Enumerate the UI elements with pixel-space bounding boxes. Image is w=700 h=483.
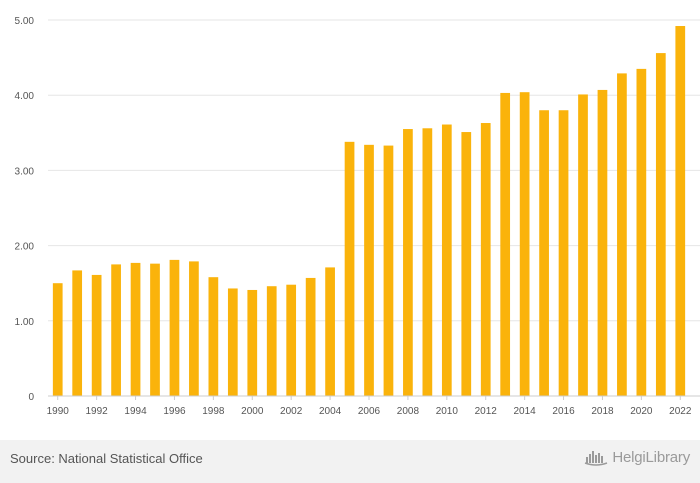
source-note: Source: National Statistical Office (10, 451, 203, 466)
x-tick-label: 1990 (47, 406, 70, 417)
bar (130, 262, 141, 396)
x-tick-label: 2014 (514, 406, 537, 417)
x-tick-label: 1992 (86, 406, 109, 417)
bar (422, 128, 433, 396)
bar (480, 123, 491, 397)
bar (227, 288, 238, 396)
bar (636, 68, 647, 396)
bar (72, 270, 83, 396)
bar (617, 73, 627, 396)
y-tick-label: 2.00 (15, 242, 35, 253)
x-tick-label: 2022 (669, 406, 692, 417)
bar (597, 89, 608, 396)
x-tick-label: 2000 (241, 406, 264, 417)
bar (325, 267, 335, 396)
x-tick-label: 1998 (202, 406, 225, 417)
bar (91, 274, 102, 396)
bar (558, 110, 569, 397)
x-tick-label: 2020 (630, 406, 653, 417)
bar (208, 277, 219, 396)
bar (286, 284, 297, 396)
x-tick-label: 2010 (436, 406, 459, 417)
x-tick-label: 2016 (552, 406, 575, 417)
x-tick-label: 1994 (124, 406, 147, 417)
bar (461, 132, 472, 396)
bar-chart: 0 1.00 2.00 3.00 4.00 5.00 1990 1992 1994 1996 199… (15, 16, 700, 417)
bar (519, 92, 530, 396)
x-tick-label: 2012 (475, 406, 498, 417)
bar (383, 145, 394, 396)
y-tick-label: 0 (28, 392, 34, 403)
bar (247, 289, 258, 396)
x-tick-label: 2018 (591, 406, 614, 417)
x-tick-label: 2008 (397, 406, 420, 417)
bar (655, 53, 666, 396)
x-tick-label: 2002 (280, 406, 303, 417)
bar (266, 286, 277, 396)
footer: Source: National Statistical Office Helg… (0, 440, 700, 483)
x-tick-label: 2006 (358, 406, 381, 417)
y-tick-label: 4.00 (15, 91, 35, 102)
bar (578, 94, 588, 396)
brand-name: HelgiLibrary (612, 448, 690, 466)
bar (52, 283, 63, 396)
bar (500, 92, 511, 396)
bar (364, 144, 374, 396)
bar (111, 264, 121, 396)
y-tick-label: 5.00 (15, 16, 35, 27)
bar (344, 141, 355, 396)
bar (150, 263, 160, 396)
bar (675, 26, 686, 397)
helgi-logo-icon (585, 451, 608, 466)
y-tick-label: 1.00 (15, 317, 35, 328)
x-tick-label: 2004 (319, 406, 342, 417)
y-tick-label: 3.00 (15, 166, 35, 177)
x-tick-label: 1996 (163, 406, 186, 417)
bar (169, 259, 180, 396)
chart-area: 0 1.00 2.00 3.00 4.00 5.00 1990 1992 1994 1996 199… (15, 16, 700, 417)
bar (189, 261, 199, 396)
bar (305, 277, 316, 396)
bar (441, 124, 452, 396)
bar (539, 110, 549, 397)
bar (403, 129, 413, 397)
brand[interactable]: HelgiLibrary (584, 448, 690, 466)
